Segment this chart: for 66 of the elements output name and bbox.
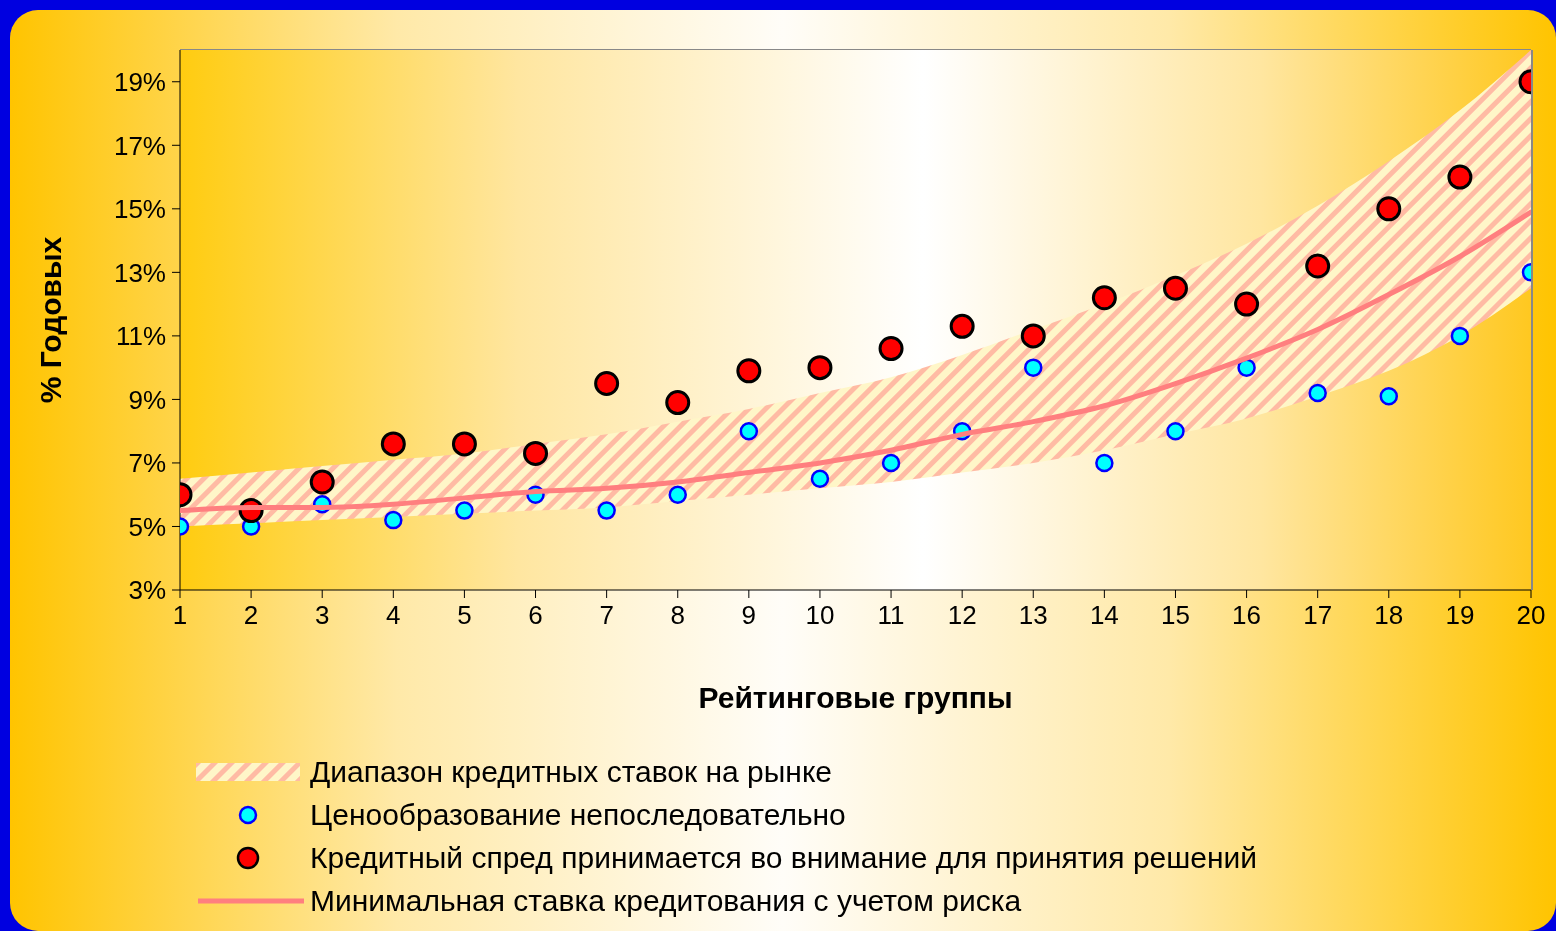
point <box>455 501 474 520</box>
x-tick-label: 15 <box>1161 600 1190 631</box>
y-tick-label: 13% <box>113 257 166 288</box>
x-tick-label: 14 <box>1089 600 1119 631</box>
point <box>1450 326 1470 346</box>
x-axis-title: Рейтинговые группы <box>698 681 1013 714</box>
point <box>1095 453 1114 473</box>
point <box>1376 196 1402 222</box>
y-tick-label: 5% <box>128 511 166 542</box>
y-tick-label: 17% <box>113 130 166 161</box>
x-tick-label: 13 <box>1018 600 1048 631</box>
y-tick-label: 15% <box>113 194 166 225</box>
point <box>523 440 549 466</box>
x-tick-label: 5 <box>457 600 472 631</box>
x-tick-label: 17 <box>1303 600 1333 631</box>
point <box>1162 275 1188 301</box>
point <box>1020 323 1046 349</box>
point <box>380 431 406 457</box>
x-tick-label: 6 <box>528 600 543 631</box>
x-tick-label: 9 <box>741 600 757 631</box>
point <box>810 469 830 489</box>
x-tick-label: 11 <box>877 600 905 631</box>
point <box>597 501 616 520</box>
x-tick-label: 20 <box>1516 600 1546 631</box>
x-tick-label: 3 <box>314 600 330 631</box>
y-tick-label: 9% <box>128 384 166 415</box>
point <box>881 453 901 473</box>
point <box>309 469 335 495</box>
point <box>1091 285 1117 311</box>
point <box>594 371 620 397</box>
x-tick-label: 10 <box>805 600 835 631</box>
point <box>1166 421 1185 441</box>
point <box>739 421 759 441</box>
point <box>1237 358 1256 377</box>
point <box>736 358 762 384</box>
legend-label: Кредитный спред принимается во внимание для принятия решений <box>310 840 1258 875</box>
x-tick-label: 4 <box>386 600 401 631</box>
point <box>949 313 975 339</box>
point <box>1024 358 1043 377</box>
point <box>665 390 691 416</box>
point <box>668 485 687 504</box>
y-tick-label: 11% <box>115 321 166 352</box>
legend-label: Ценообразование непоследовательно <box>310 797 846 832</box>
y-axis-title: % Годовых <box>33 236 67 404</box>
point <box>1234 291 1260 317</box>
x-tick-label: 1 <box>172 600 188 631</box>
x-tick-label: 19 <box>1445 600 1475 631</box>
y-tick-label: 19% <box>113 66 166 97</box>
text: Диапазон кредитных ставок на рынке <box>310 754 833 789</box>
x-tick-label: 7 <box>599 600 614 631</box>
point <box>878 336 904 362</box>
point <box>451 431 477 457</box>
x-tick-label: 12 <box>947 600 977 631</box>
point <box>1447 164 1473 190</box>
point <box>1305 253 1331 279</box>
point <box>384 510 403 530</box>
y-tick-label: 7% <box>128 448 166 479</box>
point <box>1379 386 1399 406</box>
legend-label: Минимальная ставка кредитования с учетом риска <box>310 883 1022 918</box>
point <box>807 355 833 381</box>
x-tick-label: 2 <box>243 600 259 631</box>
point <box>1308 383 1327 403</box>
y-tick-label: 3% <box>128 575 166 606</box>
x-tick-label: 18 <box>1374 600 1404 631</box>
x-tick-label: 16 <box>1232 600 1262 631</box>
x-tick-label: 8 <box>670 600 685 631</box>
